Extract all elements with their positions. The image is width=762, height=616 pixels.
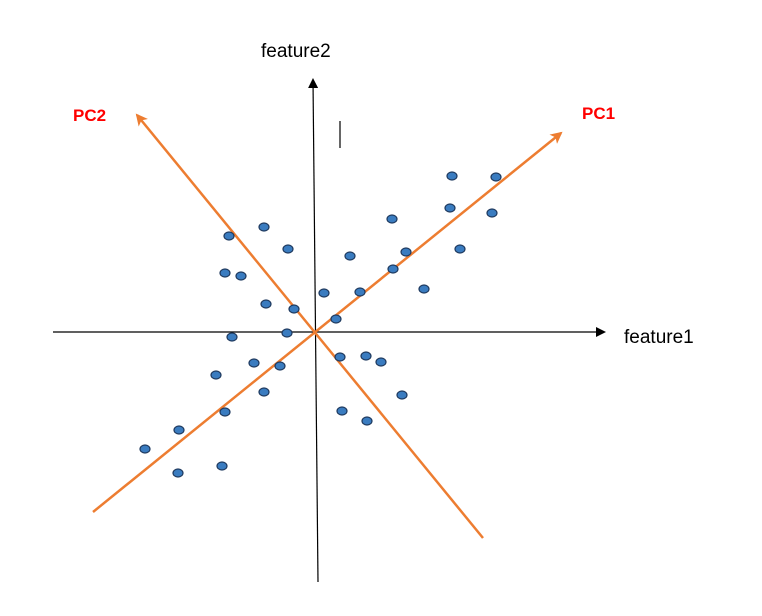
data-point [219, 268, 231, 278]
data-point [258, 387, 270, 397]
data-point [454, 244, 466, 254]
data-point [418, 284, 430, 294]
data-point [344, 251, 356, 261]
data-point [354, 287, 366, 297]
data-point [330, 314, 342, 324]
data-point [260, 299, 272, 309]
data-point [288, 304, 300, 314]
data-point [172, 468, 184, 478]
data-point [375, 357, 387, 367]
data-point [281, 328, 293, 338]
data-point [360, 351, 372, 361]
data-point [248, 358, 260, 368]
data-point [387, 264, 399, 274]
data-point [226, 332, 238, 342]
feature2-label: feature2 [261, 41, 331, 62]
data-point [361, 416, 373, 426]
data-point [334, 352, 346, 362]
data-point [219, 407, 231, 417]
data-point [274, 361, 286, 371]
pc1-label: PC1 [582, 104, 615, 123]
data-point [235, 271, 247, 281]
data-points [139, 171, 502, 478]
data-point [400, 247, 412, 257]
data-point [258, 222, 270, 232]
pc1-arrow [92, 131, 563, 513]
data-point [139, 444, 151, 454]
data-point [446, 171, 458, 181]
data-point [282, 244, 294, 254]
data-point [223, 231, 235, 241]
data-point [336, 406, 348, 416]
pc2-arrow [135, 113, 484, 539]
data-point [318, 288, 330, 298]
data-point [486, 208, 498, 218]
data-point [490, 172, 502, 182]
data-point [216, 461, 228, 471]
data-point [444, 203, 456, 213]
feature1-label: feature1 [624, 327, 694, 348]
data-point [173, 425, 185, 435]
pc2-label: PC2 [73, 106, 106, 125]
data-point [210, 370, 222, 380]
data-point [386, 214, 398, 224]
data-point [396, 390, 408, 400]
